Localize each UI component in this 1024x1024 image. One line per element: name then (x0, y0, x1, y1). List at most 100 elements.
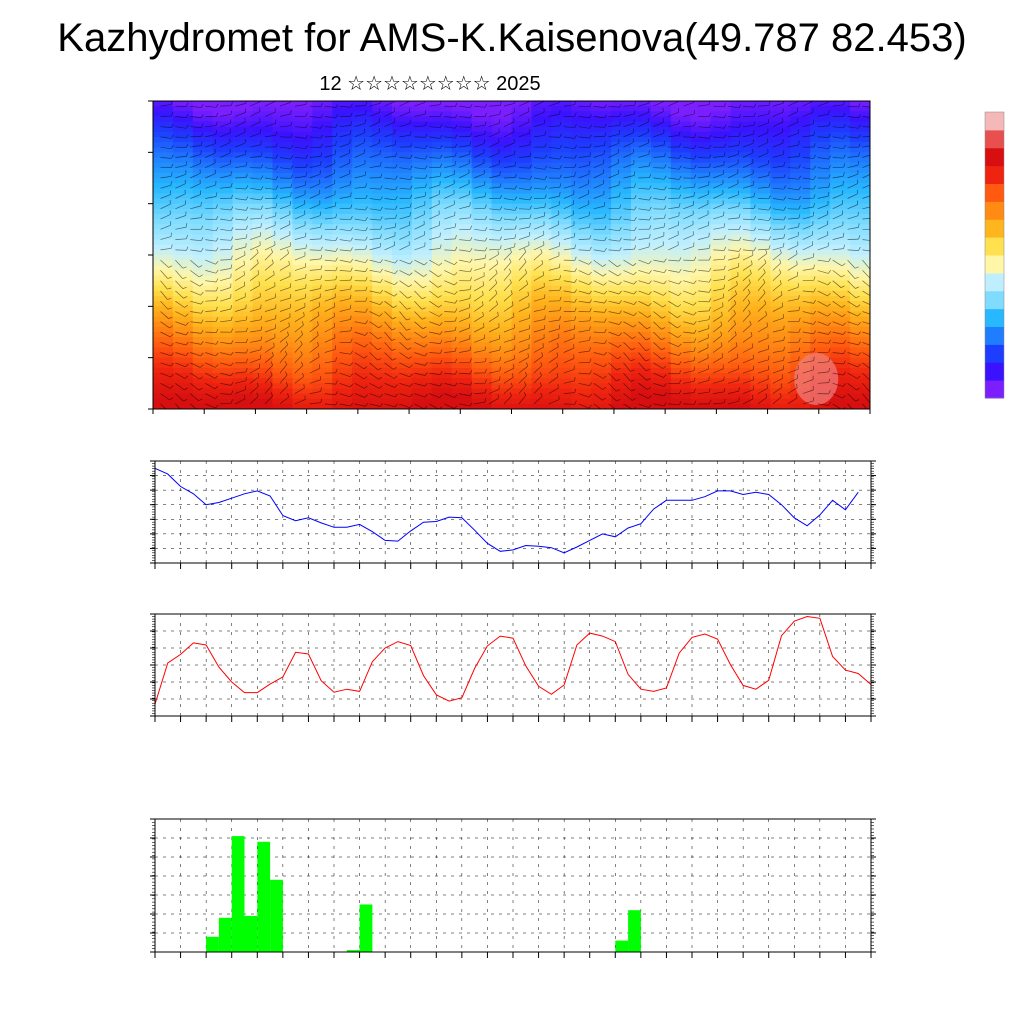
wind-barb-feather (783, 162, 785, 167)
wind-barb-feather (245, 234, 248, 239)
heatmap-cell (372, 142, 393, 148)
wind-barb (474, 142, 485, 148)
heatmap-cell (372, 116, 393, 123)
wind-barb (489, 228, 501, 232)
heatmap-cell (252, 152, 274, 159)
heatmap-cell (431, 147, 453, 153)
wind-barb-feather (663, 374, 667, 378)
wind-barb-feather (813, 143, 816, 148)
heatmap-cell (332, 213, 353, 220)
wind-barb-feather (619, 204, 622, 209)
wind-barb (713, 136, 725, 139)
wind-barb (429, 372, 441, 375)
wind-barb-feather (874, 124, 876, 128)
heatmap-cell (611, 275, 632, 282)
wind-barb (354, 132, 365, 138)
heatmap-cell (392, 224, 413, 230)
wind-barb (533, 224, 545, 230)
heatmap-cell (451, 362, 473, 369)
wind-barb-feather (738, 123, 742, 128)
heatmap-cell (511, 111, 533, 117)
wind-barb (817, 300, 828, 307)
wind-barb (235, 177, 247, 179)
wind-barb-feather (544, 131, 547, 136)
wind-barb (728, 217, 740, 220)
heatmap-cell (830, 229, 851, 236)
wind-barb (548, 136, 560, 138)
heatmap-cell (511, 260, 533, 266)
heatmap-cell (232, 172, 254, 179)
heatmap-cell (332, 198, 353, 205)
wind-barb-feather (524, 269, 528, 274)
wind-barb-feather (723, 246, 727, 251)
heatmap-cell (392, 157, 413, 164)
heatmap-cell (670, 285, 692, 292)
wind-barb-feather (574, 145, 577, 149)
heatmap-cell (750, 239, 772, 246)
heatmap-cell (850, 255, 870, 261)
wind-barb (220, 341, 232, 345)
wind-barb (264, 111, 276, 117)
heatmap-cell (411, 162, 433, 169)
wind-barb (160, 311, 169, 319)
heatmap-cell (392, 101, 413, 107)
wind-barb (533, 177, 545, 180)
wind-barb-feather (843, 331, 846, 335)
heatmap-cell (352, 147, 373, 153)
heatmap-cell (153, 213, 174, 220)
wind-barb (250, 319, 261, 323)
heatmap-cell (352, 311, 373, 318)
wind-barb-feather (649, 206, 652, 211)
heatmap-cell (212, 306, 234, 313)
wind-barb-feather (843, 360, 846, 365)
wind-barb (249, 262, 259, 271)
wind-barb (772, 350, 784, 353)
heatmap-cell (750, 136, 772, 143)
wind-barb-feather (273, 270, 275, 275)
wind-barb (668, 311, 678, 318)
heatmap-cell (212, 326, 234, 333)
wind-barb (832, 126, 844, 129)
wind-barb (563, 184, 575, 189)
wind-barb-feather (300, 340, 303, 345)
heatmap-cell (392, 162, 413, 169)
heatmap-cell (750, 131, 772, 138)
wind-barb-feather (827, 303, 831, 307)
heatmap-cell (292, 347, 313, 354)
wind-barb (250, 187, 262, 191)
wind-barb (339, 382, 351, 388)
heatmap-cell (551, 152, 572, 159)
heatmap-cell (212, 208, 234, 215)
wind-barb (190, 331, 202, 334)
wind-barb (713, 368, 724, 374)
heatmap-cell (431, 285, 453, 292)
heatmap-cell (611, 136, 632, 143)
wind-barb (817, 382, 829, 384)
wind-barb (623, 393, 633, 401)
wind-barb-feather (663, 258, 667, 263)
wind-barb-feather (828, 183, 831, 188)
wind-barb (444, 311, 456, 313)
wind-barb-feather (720, 331, 723, 336)
heatmap-cell (352, 111, 373, 117)
wind-barb-feather (559, 275, 562, 280)
wind-barb-feather (632, 336, 636, 339)
wind-barb (518, 395, 527, 405)
wind-barb-feather (320, 114, 324, 118)
wind-barb (847, 215, 859, 220)
wind-barb (160, 157, 172, 159)
wind-barb (339, 152, 350, 158)
wind-barb (623, 228, 635, 232)
wind-barb (787, 167, 799, 169)
wind-barb (817, 214, 828, 220)
heatmap-cell (292, 178, 313, 184)
heatmap-cell (830, 167, 851, 174)
wind-barb-feather (768, 245, 771, 250)
heatmap-cell (451, 229, 473, 236)
wind-barb-feather (245, 338, 249, 343)
wind-barb (742, 273, 752, 281)
wind-barb (727, 153, 739, 158)
heatmap-cell (730, 101, 752, 107)
wind-barb-feather (275, 194, 278, 199)
wind-barb-feather (765, 311, 768, 316)
